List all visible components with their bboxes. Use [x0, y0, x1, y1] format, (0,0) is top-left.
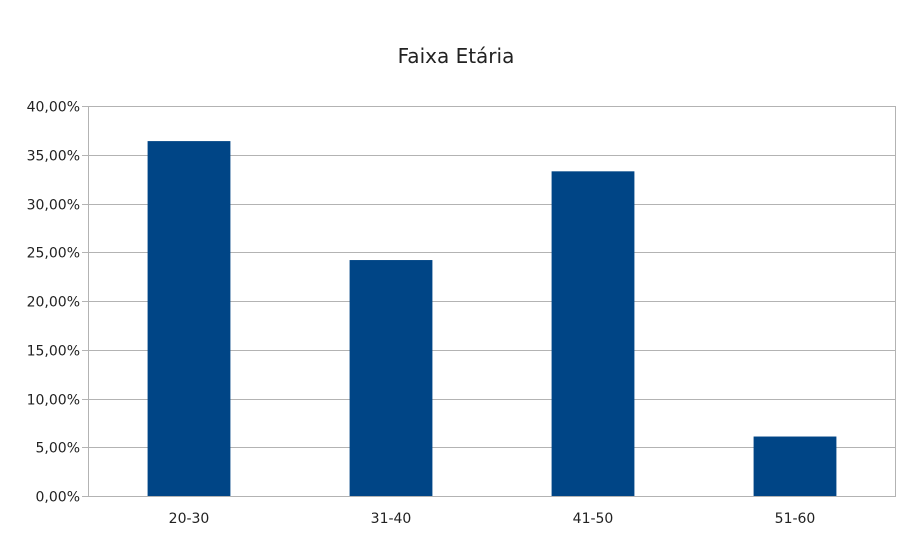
y-tick-labels: 0,00% 5,00% 10,00% 15,00% 20,00% 25,00% 30,00%…: [27, 100, 80, 506]
x-tick-label: 31-40: [371, 511, 412, 527]
x-tick-label: 20-30: [169, 511, 210, 527]
x-tick-labels: 20-30 31-40 41-50 51-60: [169, 511, 816, 527]
bar-41-50: [551, 171, 635, 496]
bars: [147, 141, 837, 496]
y-tick-label: 5,00%: [36, 441, 80, 457]
axes: [88, 106, 896, 496]
bar-31-40: [349, 260, 433, 496]
bar-51-60: [753, 436, 837, 496]
x-tick-label: 41-50: [573, 511, 614, 527]
y-tick-label: 0,00%: [36, 490, 80, 506]
y-tick-label: 10,00%: [27, 393, 80, 409]
y-tick-label: 15,00%: [27, 344, 80, 360]
chart-title: Faixa Etária: [398, 44, 515, 68]
y-tick-label: 20,00%: [27, 295, 80, 311]
y-tick-label: 35,00%: [27, 149, 80, 165]
x-tick-label: 51-60: [775, 511, 816, 527]
y-tick-label: 30,00%: [27, 198, 80, 214]
y-tick-label: 25,00%: [27, 246, 80, 262]
y-tick-label: 40,00%: [27, 100, 80, 116]
bar-20-30: [147, 141, 231, 496]
